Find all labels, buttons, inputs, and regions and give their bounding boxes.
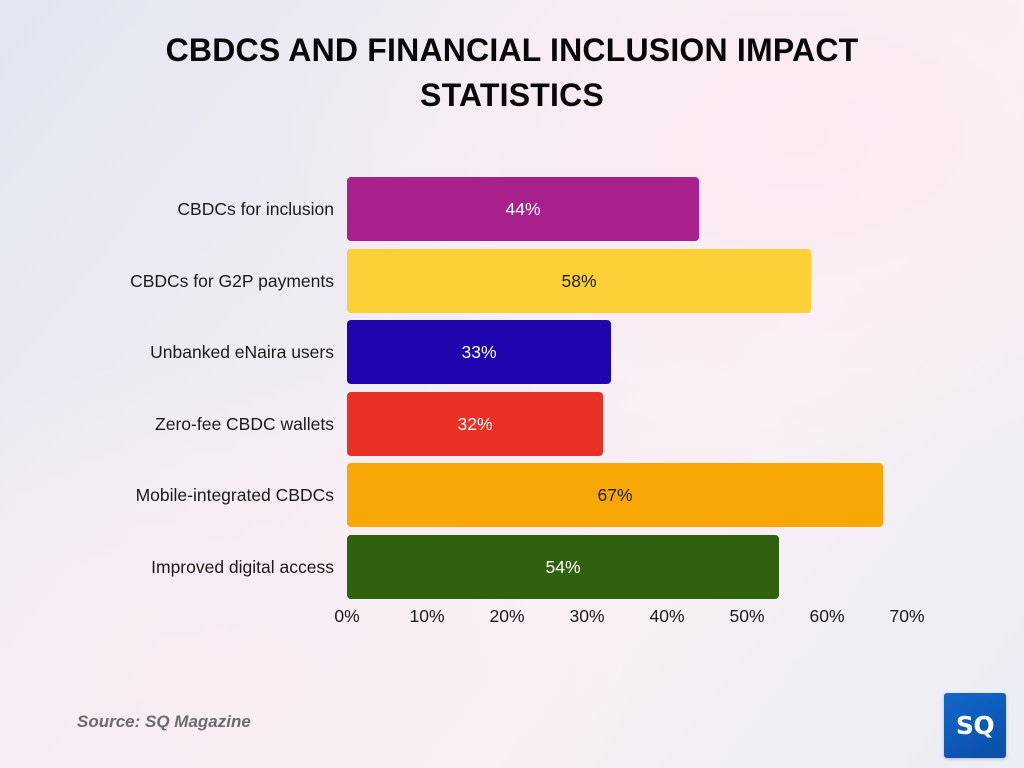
x-axis-tick-label: 20%	[489, 606, 525, 626]
x-axis-tick-label: 0%	[334, 606, 360, 626]
bar-category-label: Unbanked eNaira users	[150, 342, 334, 362]
x-axis-tick-label: 30%	[569, 606, 605, 626]
x-axis-tick-label: 10%	[409, 606, 445, 626]
bar-category-label: Zero-fee CBDC wallets	[155, 413, 334, 434]
bar-value-label: 32%	[457, 413, 493, 434]
source-note: Source: SQ Magazine	[77, 712, 251, 731]
x-axis: 0% 10% 20% 30% 40% 50% 60% 70%	[0, 606, 1024, 636]
bar-value-label: 54%	[545, 556, 581, 577]
bar-row: CBDCs for G2P payments 58%	[0, 248, 1024, 313]
bar[interactable]	[347, 463, 883, 527]
bar[interactable]	[347, 320, 611, 384]
bar-category-label: CBDCs for G2P payments	[130, 270, 334, 291]
x-axis-tick-label: 70%	[889, 606, 925, 626]
bar-value-label: 44%	[505, 199, 541, 219]
bar-row: Zero-fee CBDC wallets 32%	[0, 391, 1024, 456]
bar-value-label: 67%	[597, 485, 633, 505]
bar[interactable]	[347, 391, 603, 456]
sq-logo: SQ	[944, 693, 1006, 758]
bar[interactable]	[347, 248, 811, 313]
bar-category-label: Improved digital access	[151, 556, 334, 577]
x-axis-tick-label: 40%	[649, 606, 685, 626]
bar-category-label: CBDCs for inclusion	[177, 199, 334, 219]
bar[interactable]	[347, 177, 699, 241]
bar[interactable]	[347, 534, 779, 599]
bar-value-label: 58%	[561, 270, 597, 291]
bar-category-label: Mobile-integrated CBDCs	[135, 485, 334, 505]
x-axis-tick-label: 60%	[809, 606, 845, 626]
bar-row: CBDCs for inclusion 44%	[0, 177, 1024, 241]
bar-row: Mobile-integrated CBDCs 67%	[0, 463, 1024, 527]
sq-logo-text: SQ	[955, 711, 995, 740]
bar-value-label: 33%	[461, 342, 497, 362]
x-axis-tick-label: 50%	[729, 606, 765, 626]
bar-row: Unbanked eNaira users 33%	[0, 320, 1024, 384]
chart-title: CBDCs and Financial Inclusion Impact Sta…	[165, 32, 859, 114]
bar-row: Improved digital access 54%	[0, 534, 1024, 599]
